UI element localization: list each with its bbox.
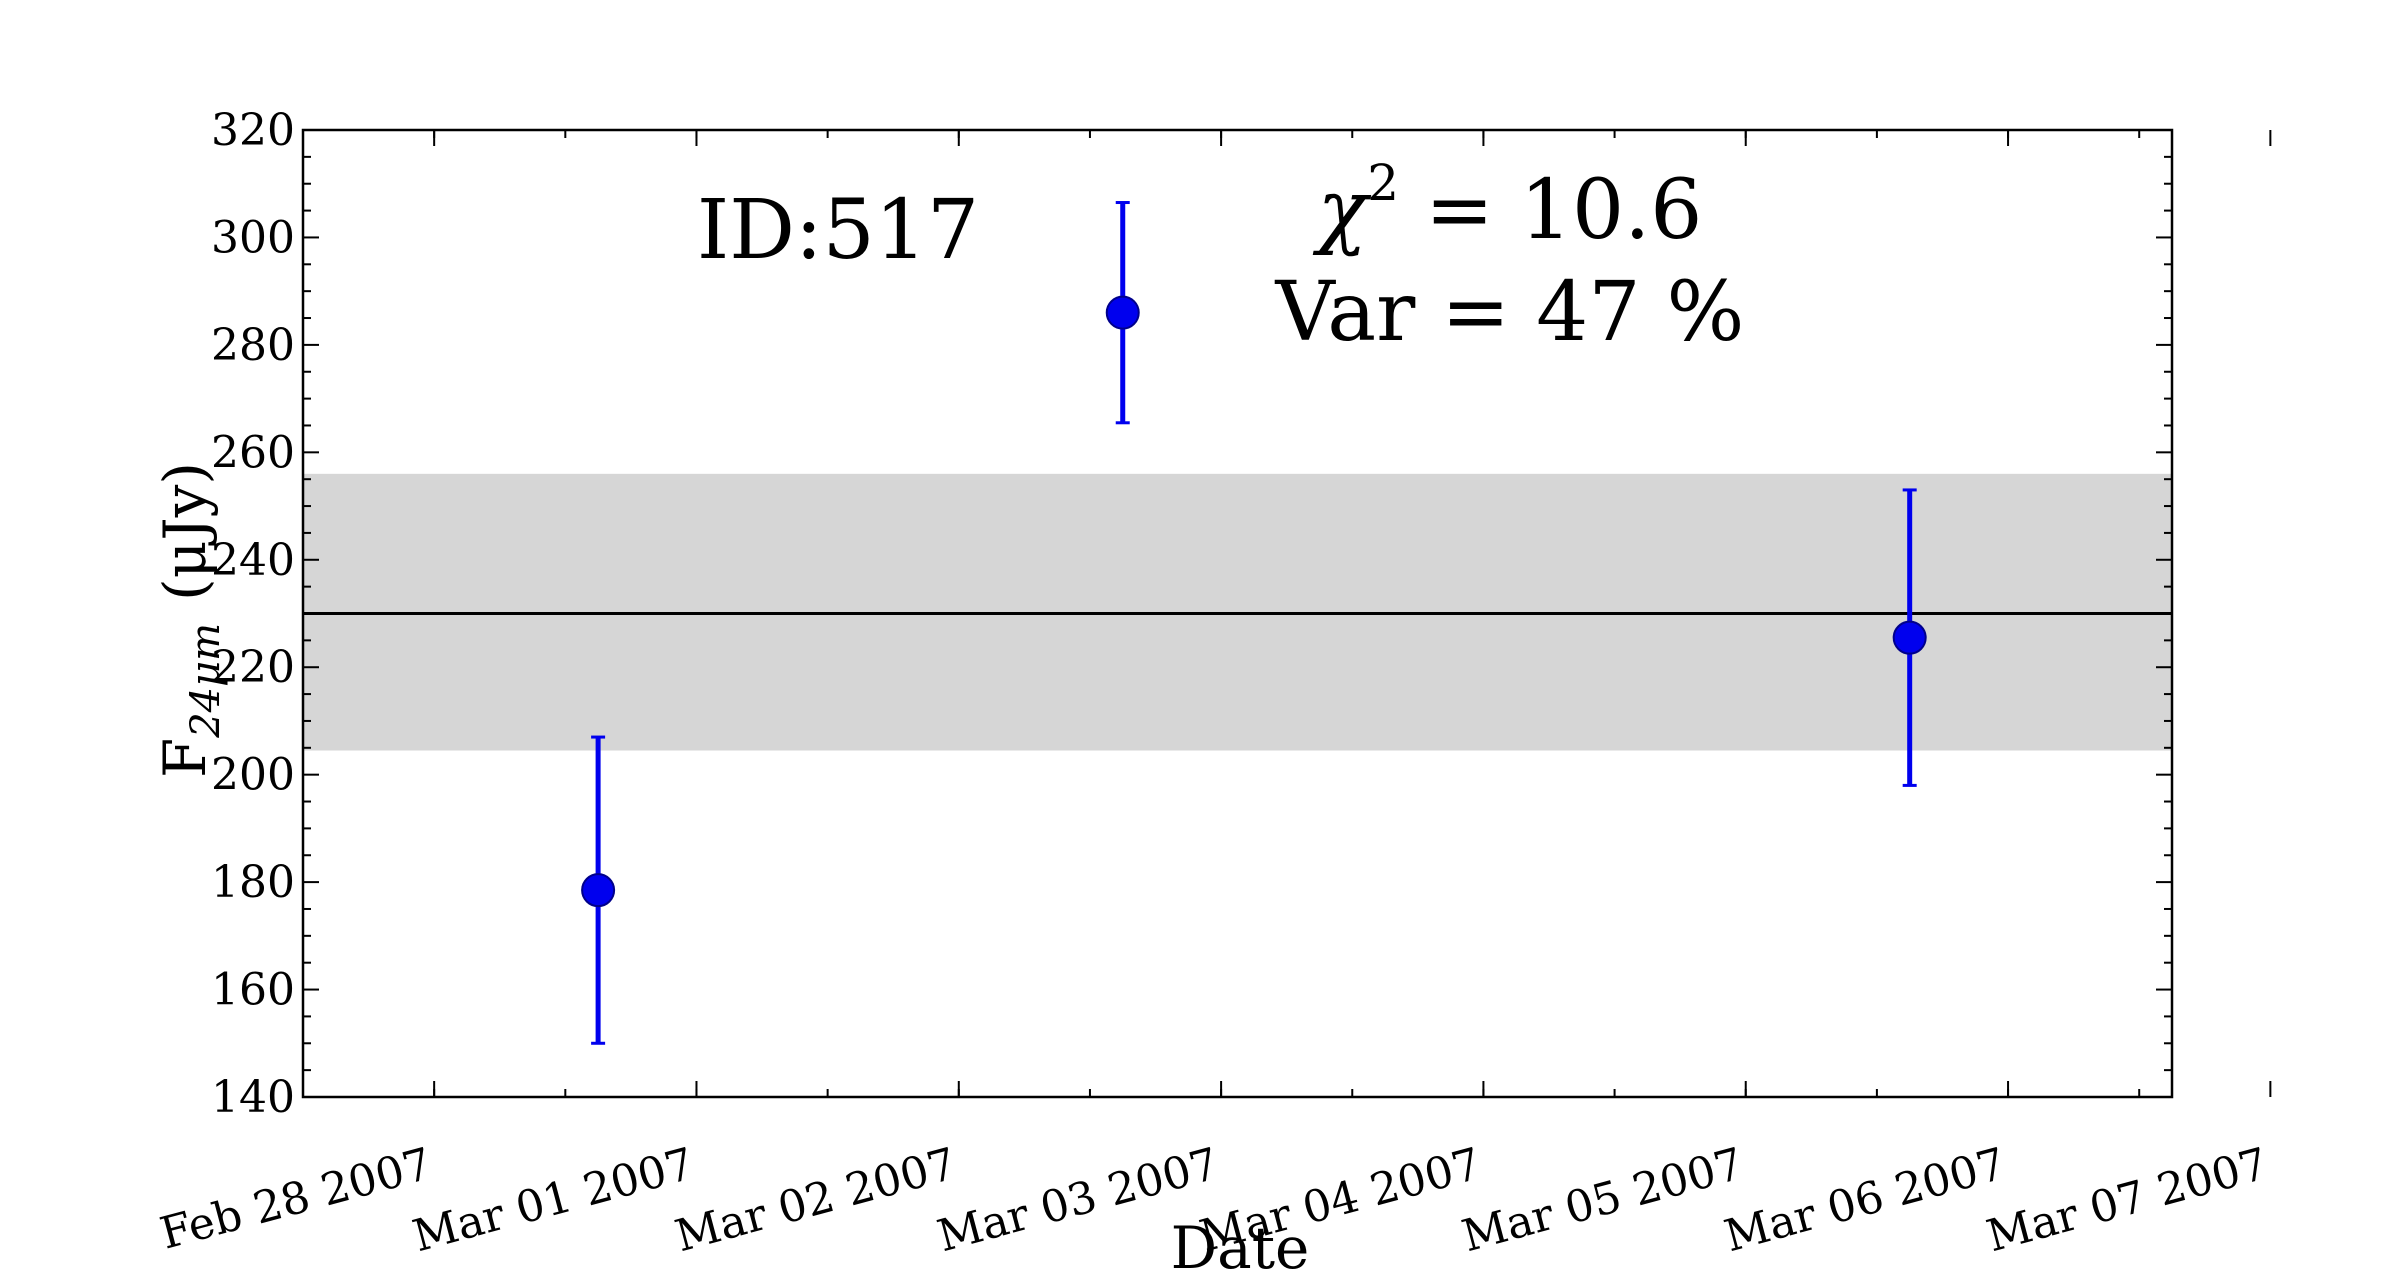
- x-axis-label: Date: [1171, 1214, 1310, 1282]
- y-axis-label-prefix: F: [151, 738, 219, 778]
- data-marker: [581, 873, 616, 908]
- y-tick-label: 240: [211, 535, 295, 586]
- y-tick-label: 260: [211, 427, 295, 478]
- y-tick-label: 320: [211, 105, 295, 156]
- y-tick-label: 160: [211, 965, 295, 1016]
- data-point: [1105, 201, 1140, 425]
- variability-annotation: Var = 47 %: [1275, 265, 1745, 360]
- y-tick-label: 140: [211, 1072, 295, 1123]
- plot-frame: [301, 128, 2174, 1099]
- y-tick-label: 300: [211, 212, 295, 263]
- data-points: [581, 201, 1927, 1045]
- chi-squared-annotation: χ2 = 10.6: [1313, 154, 1703, 258]
- data-point: [1892, 488, 1927, 787]
- y-tick-label: 180: [211, 857, 295, 908]
- y-axis-label-subscript: 24μm: [183, 623, 229, 739]
- data-point: [581, 735, 616, 1045]
- axis-ticks: [302, 129, 2272, 1098]
- data-marker: [1105, 295, 1140, 330]
- y-axis-label-unit: (μJy): [151, 462, 219, 601]
- y-tick-label: 280: [211, 320, 295, 371]
- data-marker: [1892, 620, 1927, 655]
- y-axis-label: F24μm (μJy): [151, 462, 229, 778]
- y-tick-label: 220: [211, 642, 295, 693]
- object-id-annotation: ID:517: [697, 183, 979, 278]
- y-tick-labels: 140 160 180 200 220 240 260 280 300 320: [211, 105, 295, 1123]
- chi-exponent: 2: [1367, 154, 1399, 212]
- chi-value: = 10.6: [1399, 163, 1702, 258]
- y-tick-label: 200: [211, 750, 295, 801]
- chi-symbol: χ: [1313, 163, 1372, 258]
